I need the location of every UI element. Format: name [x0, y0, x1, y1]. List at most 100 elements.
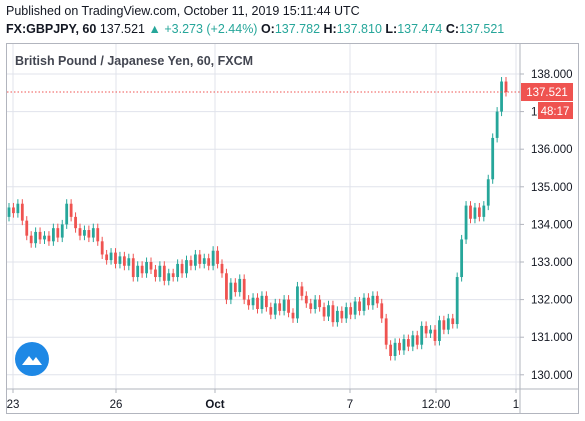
candle	[269, 302, 273, 320]
candle	[349, 302, 353, 320]
candle-body	[291, 312, 295, 319]
candle-body	[100, 241, 104, 255]
candle-body	[398, 342, 401, 351]
candle-body	[282, 299, 286, 311]
open-value: 137.782	[274, 22, 321, 36]
candle-body	[211, 250, 215, 266]
candle	[233, 278, 237, 297]
countdown-badge-text: 48:17	[541, 106, 570, 118]
candle	[406, 334, 410, 352]
y-tick-label: 138.000	[531, 69, 573, 81]
candle	[300, 281, 304, 301]
grid-lines	[7, 44, 520, 389]
candle	[122, 251, 126, 271]
candle-body	[12, 207, 15, 214]
candles	[7, 77, 508, 361]
candle-body	[287, 299, 290, 313]
candle-body	[486, 179, 490, 206]
candle	[154, 265, 157, 282]
candle-body	[433, 329, 437, 341]
candle-body	[495, 111, 499, 138]
chart-frame	[6, 43, 579, 414]
price-badges: 137.521 48:17	[7, 83, 573, 120]
candle-body	[189, 260, 193, 266]
x-tick-label: 26	[110, 399, 123, 411]
candle-body	[16, 203, 20, 214]
candle-body	[269, 307, 273, 315]
candle-body	[78, 228, 82, 236]
candle-body	[264, 295, 268, 308]
candle-body	[149, 262, 153, 270]
candle-body	[198, 254, 202, 264]
y-tick-label: 132.000	[531, 295, 573, 307]
candle	[313, 295, 317, 314]
candle-body	[220, 263, 224, 274]
price-badge-bg	[521, 83, 573, 102]
price-axis: 130.000 131.000 132.000 133.000 134.000 135.0…	[519, 44, 573, 413]
candle-body	[380, 303, 384, 319]
candle-body	[318, 299, 322, 308]
x-tick-label: Oct	[205, 399, 224, 411]
countdown-badge-bg	[538, 102, 573, 120]
candle	[180, 259, 184, 278]
candle-body	[131, 258, 135, 278]
candle-body	[251, 297, 255, 306]
change-value: +3.273 (+2.44%)	[164, 22, 258, 36]
candle	[495, 107, 499, 143]
candle-body	[91, 228, 95, 238]
candle	[477, 202, 481, 222]
candle-body	[313, 299, 317, 309]
tradingview-logo-icon[interactable]	[15, 342, 49, 376]
candle	[464, 201, 468, 244]
candle	[25, 216, 29, 241]
candle-body	[158, 265, 162, 278]
candle	[491, 133, 495, 184]
candle	[34, 227, 38, 248]
candle-body	[225, 273, 228, 300]
candle	[51, 223, 55, 246]
candle	[229, 278, 233, 305]
candle	[242, 274, 246, 305]
candle-body	[167, 273, 171, 281]
close-label: C:	[445, 22, 460, 36]
candle-body	[140, 265, 144, 274]
up-triangle-icon: ▲	[148, 22, 161, 36]
candle-body	[429, 329, 432, 334]
candle	[7, 202, 11, 222]
candle	[20, 199, 24, 226]
y-tick-label: 133.000	[531, 257, 573, 269]
candle	[238, 274, 242, 297]
candle	[362, 293, 366, 316]
candle-body	[375, 295, 379, 304]
candle	[220, 259, 224, 278]
candle	[109, 248, 113, 265]
candle	[162, 261, 166, 286]
candle-body	[38, 231, 42, 240]
candle-body	[469, 205, 472, 219]
candle-body	[83, 230, 86, 236]
candle-body	[114, 252, 117, 264]
candle	[114, 248, 117, 269]
candle	[460, 234, 464, 282]
candle-body	[247, 299, 251, 306]
candle	[38, 227, 42, 244]
low-value: 137.474	[397, 22, 443, 36]
candle	[105, 249, 109, 265]
candle-body	[260, 295, 264, 309]
candle	[322, 302, 326, 322]
candle-body	[278, 303, 282, 311]
candle-body	[300, 286, 304, 296]
candle	[216, 246, 219, 269]
candle-body	[477, 207, 481, 217]
candle-body	[162, 265, 166, 281]
candle-body	[229, 282, 233, 300]
x-tick-label: 23	[7, 399, 20, 411]
x-tick-label: 7	[347, 399, 353, 411]
candle-body	[327, 305, 330, 317]
candle	[211, 246, 215, 271]
candle	[69, 199, 73, 222]
candle-body	[304, 295, 308, 304]
price-badge-text: 137.521	[526, 87, 568, 99]
candle	[327, 300, 330, 322]
